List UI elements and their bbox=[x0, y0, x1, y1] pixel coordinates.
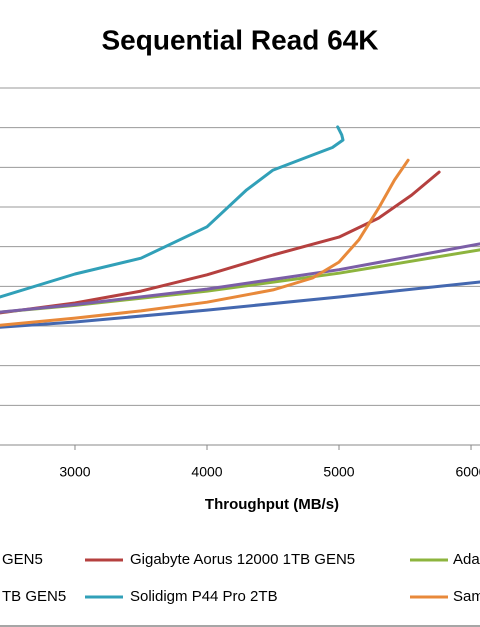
x-axis-label: Throughput (MB/s) bbox=[205, 496, 339, 513]
legend-label: Gigabyte Aorus 12000 1TB GEN5 bbox=[130, 551, 355, 568]
x-tick-label: 6000 bbox=[455, 464, 480, 480]
x-tick-label: 5000 bbox=[323, 464, 354, 480]
series-line bbox=[0, 170, 441, 315]
legend-label: Solidigm P44 Pro 2TB bbox=[130, 588, 278, 605]
legend-label: Sam bbox=[453, 588, 480, 605]
legend-label: TB GEN5 bbox=[2, 588, 66, 605]
legend-label: Ada bbox=[453, 551, 480, 568]
x-tick-label: 3000 bbox=[59, 464, 90, 480]
legend-label: GEN5 bbox=[2, 551, 43, 568]
chart-title: Sequential Read 64K bbox=[102, 24, 379, 55]
series-line bbox=[0, 242, 480, 314]
series-line bbox=[0, 125, 345, 299]
series-line bbox=[0, 280, 480, 329]
series-line bbox=[0, 158, 410, 327]
x-tick-label: 4000 bbox=[191, 464, 222, 480]
